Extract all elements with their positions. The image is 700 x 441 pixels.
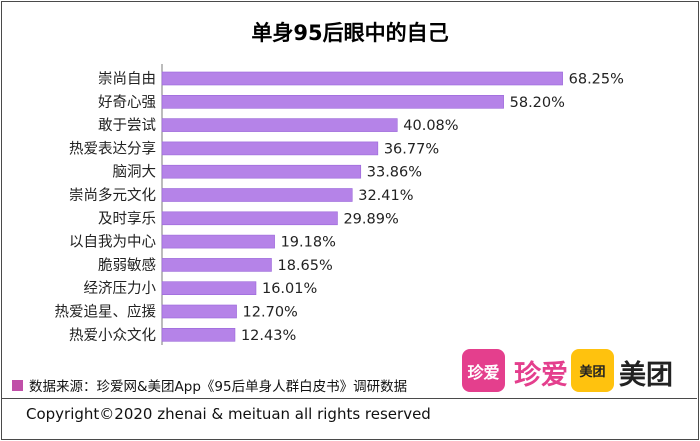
bar	[161, 95, 504, 109]
category-label: 及时享乐	[98, 210, 156, 227]
bar	[161, 281, 257, 296]
category-label: 热爱追星、应援	[55, 303, 157, 321]
value-label: 32.41%	[358, 188, 413, 204]
category-label: 热爱小众文化	[69, 327, 156, 344]
value-label: 40.08%	[403, 118, 458, 134]
value-label: 33.86%	[367, 165, 422, 181]
value-label: 29.89%	[343, 211, 398, 227]
footer-divider	[1, 398, 697, 399]
bar	[161, 71, 563, 86]
value-label: 58.20%	[510, 95, 565, 111]
bar	[161, 118, 398, 132]
source-note: 数据来源：珍爱网&美团App《95后单身人群白皮书》调研数据	[29, 379, 408, 395]
value-label: 16.01%	[262, 281, 317, 297]
copyright-text: Copyright©2020 zhenai & meituan all righ…	[26, 405, 431, 423]
bar	[161, 211, 338, 226]
category-label: 以自我为中心	[69, 234, 156, 251]
bar	[161, 188, 353, 202]
legend-swatch	[12, 379, 23, 391]
value-label: 12.70%	[243, 305, 298, 321]
source-legend: 数据来源：珍爱网&美团App《95后单身人群白皮书》调研数据	[12, 374, 407, 396]
bar	[161, 141, 379, 156]
category-label: 敢于尝试	[98, 117, 156, 134]
category-label: 崇尚多元文化	[69, 187, 156, 204]
value-label: 68.25%	[569, 72, 624, 88]
category-label: 好奇心强	[98, 94, 156, 111]
bar	[161, 327, 236, 342]
bar	[161, 164, 362, 179]
value-label: 19.18%	[281, 235, 336, 251]
chart-title: 单身95后眼中的自己	[251, 21, 448, 45]
meituan-logo-wordmark: 美团	[619, 360, 673, 391]
bar	[161, 234, 275, 249]
value-label: 12.43%	[241, 328, 296, 344]
category-label: 脆弱敏感	[98, 256, 156, 274]
category-label: 热爱表达分享	[69, 140, 156, 157]
category-label: 经济压力小	[84, 280, 157, 297]
zhenai-logo-tile: 珍爱	[462, 349, 505, 392]
category-label: 脑洞大	[113, 164, 157, 181]
meituan-logo-tile: 美团	[571, 349, 614, 392]
bar	[161, 304, 237, 319]
value-label: 36.77%	[384, 141, 439, 157]
zhenai-logo-wordmark: 珍爱	[514, 360, 568, 391]
category-label: 崇尚自由	[98, 71, 156, 88]
bar	[161, 258, 272, 272]
bar-chart: 单身95后眼中的自己 崇尚自由 68.25% 好奇心强 58.20% 敢于尝试 40.08…	[55, 21, 624, 345]
value-label: 18.65%	[277, 258, 332, 274]
